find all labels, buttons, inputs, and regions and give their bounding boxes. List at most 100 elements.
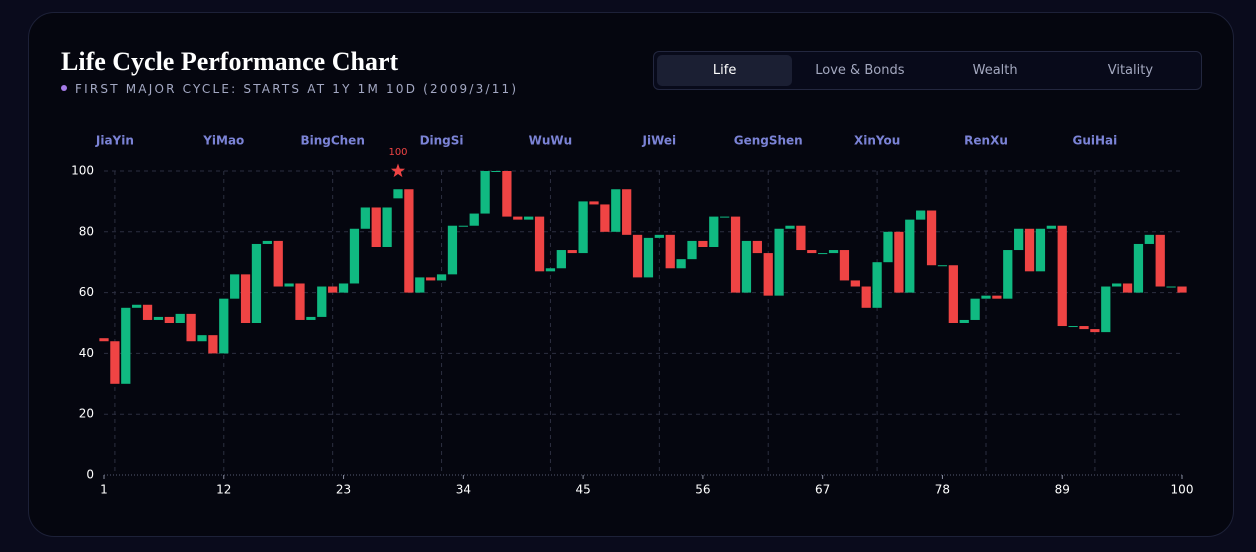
candle [1133,243,1144,293]
candle [578,201,588,254]
candle [905,219,915,293]
chart-card: Life Cycle Performance Chart FIRST MAJOR… [28,12,1234,537]
candle [447,225,458,275]
candle [589,201,599,205]
candle [121,307,131,384]
candle [872,262,882,308]
candle [622,189,632,235]
candle [948,265,958,323]
candle [720,216,730,218]
candle [1079,326,1089,330]
tab[interactable]: Life [657,55,793,86]
candle [763,253,773,296]
candle [110,341,120,384]
candle [818,253,828,255]
tab[interactable]: Wealth [972,63,1018,78]
candle [1090,329,1100,333]
candle [513,216,523,220]
candle [992,295,1002,299]
candle [687,240,697,260]
candle [861,286,871,308]
period-label: BingChen [300,134,364,148]
candle [1068,326,1078,328]
x-tick-label: 12 [216,483,231,497]
candle [469,213,479,226]
candle [981,295,991,299]
candle [230,274,240,299]
x-tick-label: 23 [336,483,351,497]
candle [284,283,294,287]
x-tick-label: 67 [815,483,830,497]
peak-label: 100 [388,147,407,158]
candle [937,265,948,267]
candle [883,231,893,263]
candle [349,228,360,284]
candle [752,240,762,254]
period-label: GengShen [734,134,803,148]
y-tick-label: 60 [79,285,94,299]
candle [970,298,980,320]
candle [164,316,174,323]
period-label: GuiHai [1073,134,1118,148]
candle [1101,286,1111,333]
candle [142,304,153,320]
tab[interactable]: Vitality [1107,63,1154,78]
period-label: YiMao [202,134,244,148]
candle [1122,283,1133,293]
candle [774,228,784,296]
candle [197,335,207,342]
x-tick-label: 1 [100,483,108,497]
candle [1003,250,1013,299]
candle [480,171,490,214]
candle [926,210,937,266]
chart-subtitle: FIRST MAJOR CYCLE: STARTS AT 1Y 1M 10D (… [61,82,518,96]
candle [524,216,534,220]
candle [796,225,806,251]
candle [328,286,338,293]
candle [741,240,752,293]
candle [186,313,196,342]
period-label: RenXu [964,134,1008,148]
candle [730,216,741,293]
candle [371,207,381,247]
candle [785,225,795,229]
candle [643,237,654,278]
x-tick-label: 56 [695,483,710,497]
candle [491,171,501,172]
candle [1024,228,1035,272]
bullet [61,84,67,91]
candle [600,204,610,232]
candle [959,319,969,323]
candle [382,207,392,247]
x-tick-label: 45 [575,483,590,497]
candle [894,231,904,293]
x-tick-label: 78 [935,483,950,497]
candle [295,283,305,320]
y-tick-label: 80 [79,224,94,238]
candle [415,277,425,293]
candle [1144,234,1154,244]
candle [338,283,349,293]
y-tick-label: 100 [71,164,94,178]
candle [175,313,185,323]
candle [1112,283,1122,287]
candle [828,250,839,254]
candle [458,225,468,227]
candle [1177,286,1187,293]
candle [654,234,664,238]
candle [709,216,719,247]
candle [556,250,566,269]
subtitle-text: FIRST MAJOR CYCLE: STARTS AT 1Y 1M 10D (… [75,82,519,96]
candle [306,316,316,320]
tab[interactable]: Love & Bonds [815,63,905,78]
candle [1155,234,1165,287]
candle [99,338,109,342]
period-label: JiaYin [95,134,134,148]
candle [665,234,675,269]
peak-marker [390,163,406,178]
tab-bar: Life Love & Bonds Wealth Vitality [653,51,1202,90]
y-tick-label: 20 [79,407,94,421]
candle [807,250,817,254]
